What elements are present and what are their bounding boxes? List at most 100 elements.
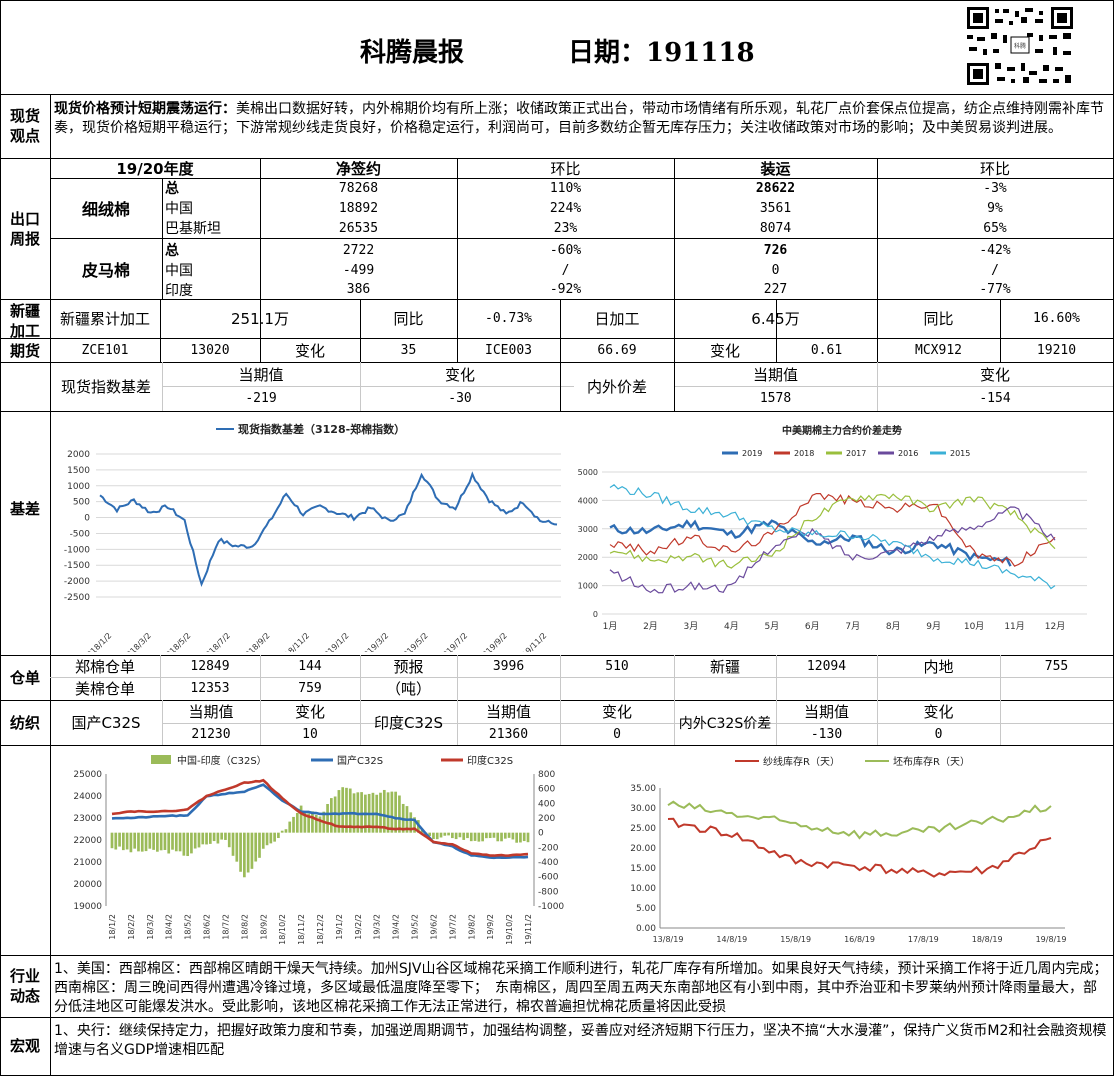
export-cell: 0: [771, 262, 780, 278]
bar: [337, 790, 341, 833]
bar: [273, 832, 276, 842]
bar: [277, 832, 280, 839]
bar: [167, 832, 171, 854]
x-tick-label: 14/8/19: [716, 935, 747, 944]
tx-cell: 当期值: [803, 703, 849, 721]
bar: [379, 792, 382, 833]
futures-cell: 变化: [294, 341, 325, 360]
bar: [329, 798, 333, 833]
bar: [114, 832, 118, 850]
bar: [394, 791, 397, 833]
x-tick-label: 19/2/2: [354, 914, 363, 940]
futures-cell: ZCE101: [81, 342, 129, 358]
legend-label: 2016: [898, 449, 918, 458]
tx-cell: 10: [302, 726, 318, 742]
x-tick-label: 19/4/2: [392, 914, 401, 940]
cn-us-spread-chart: 中美期棉主力合约价差走势 5000 4000 3000 2000 1000 0 1月 2月 3月 4…: [578, 424, 1087, 632]
futures-cell: ICE003: [485, 342, 532, 358]
bar: [292, 816, 295, 833]
bar: [382, 789, 386, 833]
svg-text:科腾: 科腾: [1014, 42, 1026, 50]
y-tick-label: 30.00: [630, 804, 656, 814]
futures-cell: 13020: [190, 342, 230, 358]
qr-code-image: 科腾: [965, 5, 1075, 87]
x-tick-label: 9月: [926, 621, 941, 632]
basis-diff-chg-header: 变化: [979, 365, 1010, 384]
x-tick-label: 18/8/2: [240, 914, 249, 940]
basis-spot-chg-value: -30: [448, 391, 472, 406]
export-row-label: 总: [165, 181, 179, 197]
basis-diff-cur-header: 当期值: [752, 365, 798, 384]
bar: [477, 832, 481, 842]
export-cell: 26535: [338, 220, 379, 236]
export-cell: 8074: [759, 220, 792, 236]
bar: [409, 812, 413, 833]
y-tick-label: 15.00: [630, 864, 656, 874]
bar: [469, 832, 473, 842]
series-line: [609, 506, 1056, 594]
section-label-macro: 宏观: [9, 1037, 40, 1055]
bar: [341, 787, 345, 833]
bar: [205, 832, 208, 845]
x-tick-label: 1月: [603, 621, 618, 632]
wh-cell: 12094: [806, 658, 847, 674]
x-tick-label: 2018/3/2: [121, 631, 153, 652]
y-tick-label: -1000: [64, 545, 90, 555]
y-tick-label-right: 200: [538, 814, 555, 824]
bar: [432, 832, 435, 840]
series-line: [111, 778, 529, 857]
xj-cell: 新疆累计加工: [59, 310, 150, 328]
export-cell: 28622: [755, 180, 796, 196]
bar: [190, 832, 193, 854]
legend-label: 2019: [742, 449, 762, 458]
series-line: [609, 519, 1012, 567]
x-tick-label: 7月: [845, 621, 860, 632]
export-cell: 726: [763, 242, 788, 258]
futures-cell: 19210: [1036, 342, 1077, 358]
series-line: [609, 493, 1056, 569]
section-label-xinjiang: 新疆 加工 期货: [9, 301, 40, 360]
export-cell: 78268: [338, 180, 379, 196]
legend-label: 现货指数基差（3128-郑棉指数）: [238, 422, 405, 436]
tx-cell: -130: [810, 726, 843, 742]
series-line: [609, 492, 1056, 567]
y-tick-label: 25.00: [630, 824, 656, 834]
y-tick-label: 1000: [578, 582, 598, 591]
bar: [299, 805, 303, 833]
export-cell: 23%: [553, 220, 578, 236]
export-cell: 110%: [549, 180, 582, 196]
bar: [258, 832, 261, 858]
y-tick-label: 500: [73, 498, 90, 508]
bar: [156, 832, 159, 852]
bar: [182, 832, 186, 856]
legend-label: 2015: [950, 449, 970, 458]
bar: [144, 832, 148, 852]
export-row-label: 印度: [165, 282, 193, 299]
futures-cell: 35: [400, 342, 417, 358]
x-tick-label: 2018/7/2: [200, 631, 232, 652]
x-tick-label: 2月: [643, 621, 658, 632]
tx-cell: 当期值: [188, 703, 234, 721]
bar: [522, 832, 526, 842]
export-cell: -92%: [549, 282, 582, 297]
y-tick-label: 4000: [578, 496, 598, 505]
bar: [360, 792, 363, 833]
export-cell: -42%: [979, 242, 1011, 258]
export-row-label: 中国: [165, 201, 193, 217]
tx-cell: 变化: [294, 703, 325, 721]
bar: [148, 832, 152, 849]
series-line: [111, 783, 529, 860]
x-tick-label: 4月: [724, 621, 739, 632]
export-cell: 227: [763, 282, 788, 297]
basis-spot-cur-header: 当期值: [238, 365, 284, 384]
xj-cell: -0.73%: [485, 311, 532, 326]
wh-cell: 759: [298, 681, 322, 696]
x-tick-label: 12月: [1045, 621, 1065, 632]
wh-cell: 3996: [492, 658, 525, 674]
section-label-textile: 纺织: [9, 713, 40, 732]
bar: [466, 832, 469, 839]
y-tick-label: -2000: [64, 577, 90, 587]
bar: [174, 832, 178, 852]
bar: [118, 832, 121, 847]
bar: [318, 816, 322, 833]
